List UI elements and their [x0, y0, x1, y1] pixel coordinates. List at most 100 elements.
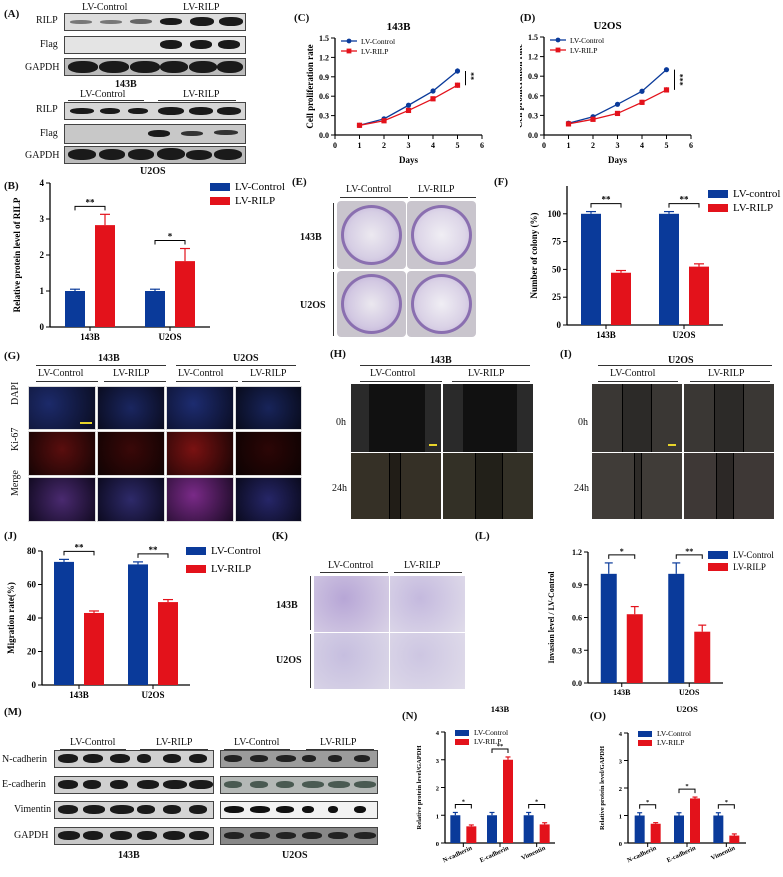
title-u2os: U2OS — [233, 353, 259, 364]
row-label-24h: 24h — [574, 483, 589, 494]
svg-text:U2OS: U2OS — [593, 20, 621, 32]
panel-j-label: (J) — [4, 530, 17, 542]
row-label-flag: Flag — [40, 39, 58, 50]
svg-text:**: ** — [497, 743, 504, 750]
group-label-rilp: LV-RILP — [156, 737, 193, 748]
svg-text:LV-Control: LV-Control — [235, 181, 285, 193]
svg-text:LV-Control: LV-Control — [733, 550, 774, 560]
svg-text:5: 5 — [665, 141, 669, 150]
svg-text:LV-Control: LV-Control — [361, 37, 395, 46]
svg-text:**: ** — [680, 195, 690, 205]
panel-l-label: (L) — [475, 530, 490, 542]
row-label-143b: 143B — [300, 232, 322, 243]
colony-plate-u2os-control — [337, 271, 406, 337]
row-label-vimentin: Vimentin — [14, 804, 52, 815]
svg-text:U2OS: U2OS — [672, 330, 695, 340]
row-label-0h: 0h — [578, 417, 588, 428]
svg-text:**: ** — [602, 195, 612, 205]
row-label-0h: 0h — [336, 417, 346, 428]
svg-text:LV-RILP: LV-RILP — [474, 737, 501, 746]
row-label-rilp: RILP — [36, 104, 58, 115]
svg-text:40: 40 — [27, 613, 37, 623]
row-label-flag: Flag — [40, 128, 58, 139]
svg-text:*: * — [620, 547, 624, 556]
svg-text:0.0: 0.0 — [319, 131, 329, 140]
svg-text:3: 3 — [619, 759, 623, 766]
svg-text:*: * — [168, 232, 173, 242]
svg-text:U2OS: U2OS — [141, 690, 164, 700]
row-label-rilp: RILP — [36, 15, 58, 26]
svg-text:Number of colony (%): Number of colony (%) — [529, 212, 539, 298]
panel-l-bar-chart: 0.0 0.3 0.6 0.9 1.2 143B * U2OS ** Invasion level… — [547, 547, 774, 697]
group-label-rilp: LV-RILP — [418, 184, 455, 195]
row-label-u2os: U2OS — [276, 655, 302, 666]
svg-text:0.6: 0.6 — [528, 92, 538, 101]
svg-text:143B: 143B — [596, 330, 616, 340]
panel-f-bar-chart: 0 25 50 75 100 143B ** U2OS ** Number of colony (… — [529, 186, 780, 340]
svg-text:**: ** — [86, 197, 96, 207]
row-label-u2os: U2OS — [300, 300, 326, 311]
svg-text:0.0: 0.0 — [528, 131, 538, 140]
svg-text:E-cadherin: E-cadherin — [479, 845, 510, 865]
blot-label-143b: 143B — [118, 850, 140, 861]
svg-text:LV-control: LV-control — [733, 188, 780, 200]
row-label-n-cadherin: N-cadherin — [2, 754, 47, 765]
svg-text:0.6: 0.6 — [572, 614, 582, 623]
svg-text:1: 1 — [436, 813, 439, 820]
svg-text:6: 6 — [480, 141, 484, 150]
panel-k-label: (K) — [272, 530, 288, 542]
svg-text:143B: 143B — [80, 332, 100, 342]
svg-text:U2OS: U2OS — [676, 704, 698, 714]
svg-text:Vimentin: Vimentin — [520, 845, 547, 862]
group-label-rilp: LV-RILP — [708, 368, 745, 379]
svg-text:Cell proliferation rate: Cell proliferation rate — [520, 44, 524, 128]
svg-text:0: 0 — [542, 141, 546, 150]
colony-plate-143b-control — [337, 201, 406, 269]
group-label-control: LV-Control — [82, 2, 128, 13]
svg-text:1.2: 1.2 — [319, 53, 329, 62]
svg-text:1.5: 1.5 — [528, 33, 538, 42]
row-label-143b: 143B — [276, 600, 298, 611]
svg-text:4: 4 — [40, 178, 45, 188]
svg-text:2: 2 — [619, 786, 622, 793]
svg-text:1.5: 1.5 — [319, 34, 329, 43]
svg-text:1: 1 — [40, 286, 45, 296]
svg-text:0.9: 0.9 — [319, 73, 329, 82]
svg-text:100: 100 — [548, 209, 562, 219]
svg-text:**: ** — [149, 545, 159, 555]
svg-text:25: 25 — [552, 292, 562, 302]
svg-text:0.6: 0.6 — [319, 92, 329, 101]
svg-text:Invasion level / LV-Control: Invasion level / LV-Control — [547, 571, 556, 664]
row-label-e-cadherin: E-cadherin — [2, 779, 46, 790]
group-label-control: LV-Control — [346, 184, 392, 195]
panel-c-line-chart: 0.0 0.3 0.6 0.9 1.2 1.5 0 1 2 3 4 5 6 ** Days Cell prol… — [305, 21, 484, 165]
group-label-control: LV-Control — [178, 368, 224, 379]
group-label-control: LV-Control — [370, 368, 416, 379]
panel-j-bar-chart: 0 20 40 60 80 143B ** U2OS ** Migration rate(%) LV… — [6, 542, 261, 700]
svg-text:4: 4 — [640, 141, 644, 150]
group-label-rilp: LV-RILP — [250, 368, 287, 379]
panel-g-label: (G) — [4, 350, 20, 362]
svg-text:***: *** — [676, 74, 685, 86]
svg-text:LV-Control: LV-Control — [211, 545, 261, 557]
panel-m-label: (M) — [4, 706, 22, 718]
svg-text:75: 75 — [552, 237, 562, 247]
svg-text:Migration rate(%): Migration rate(%) — [6, 582, 16, 654]
svg-text:3: 3 — [436, 758, 440, 765]
svg-text:0: 0 — [40, 322, 45, 332]
svg-text:LV-RILP: LV-RILP — [235, 195, 275, 207]
svg-text:*: * — [685, 783, 688, 790]
group-label-rilp: LV-RILP — [404, 560, 441, 571]
svg-text:0.3: 0.3 — [572, 646, 582, 655]
svg-text:0: 0 — [619, 841, 622, 848]
panel-i-label: (I) — [560, 348, 572, 360]
svg-text:LV-RILP: LV-RILP — [211, 563, 251, 575]
svg-text:1.2: 1.2 — [572, 548, 582, 557]
svg-text:0.3: 0.3 — [319, 112, 329, 121]
svg-text:0: 0 — [436, 841, 439, 848]
svg-text:1.2: 1.2 — [528, 53, 538, 62]
svg-text:0.9: 0.9 — [572, 581, 582, 590]
svg-text:LV-RILP: LV-RILP — [570, 46, 597, 55]
svg-text:U2OS: U2OS — [158, 332, 181, 342]
panel-o-label: (O) — [590, 710, 606, 722]
